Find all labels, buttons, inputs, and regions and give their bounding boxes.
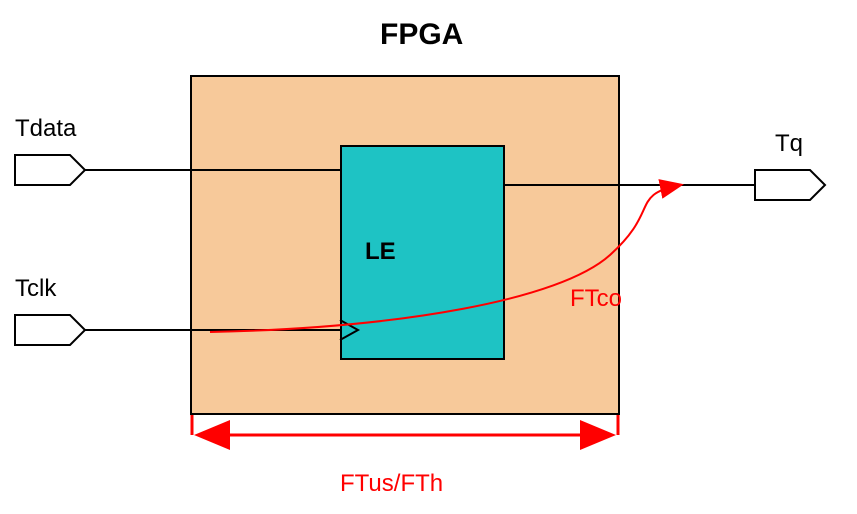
title-text: FPGA — [380, 18, 463, 51]
tdata-port-icon — [15, 155, 85, 185]
diagram-canvas: FPGA LE Tdata Tclk Tq FTco FTus/FTh — [0, 0, 857, 514]
tclk-label: Tclk — [15, 275, 56, 303]
tdata-label: Tdata — [15, 115, 76, 143]
ftus-fth-label: FTus/FTh — [340, 470, 443, 498]
le-label: LE — [365, 238, 396, 266]
tclk-port-icon — [15, 315, 85, 345]
tq-label: Tq — [775, 130, 803, 158]
ftco-label: FTco — [570, 285, 622, 313]
tq-port-icon — [755, 170, 825, 200]
diagram-title: FPGA — [380, 18, 463, 52]
ftus-fth-dimension — [192, 415, 618, 435]
